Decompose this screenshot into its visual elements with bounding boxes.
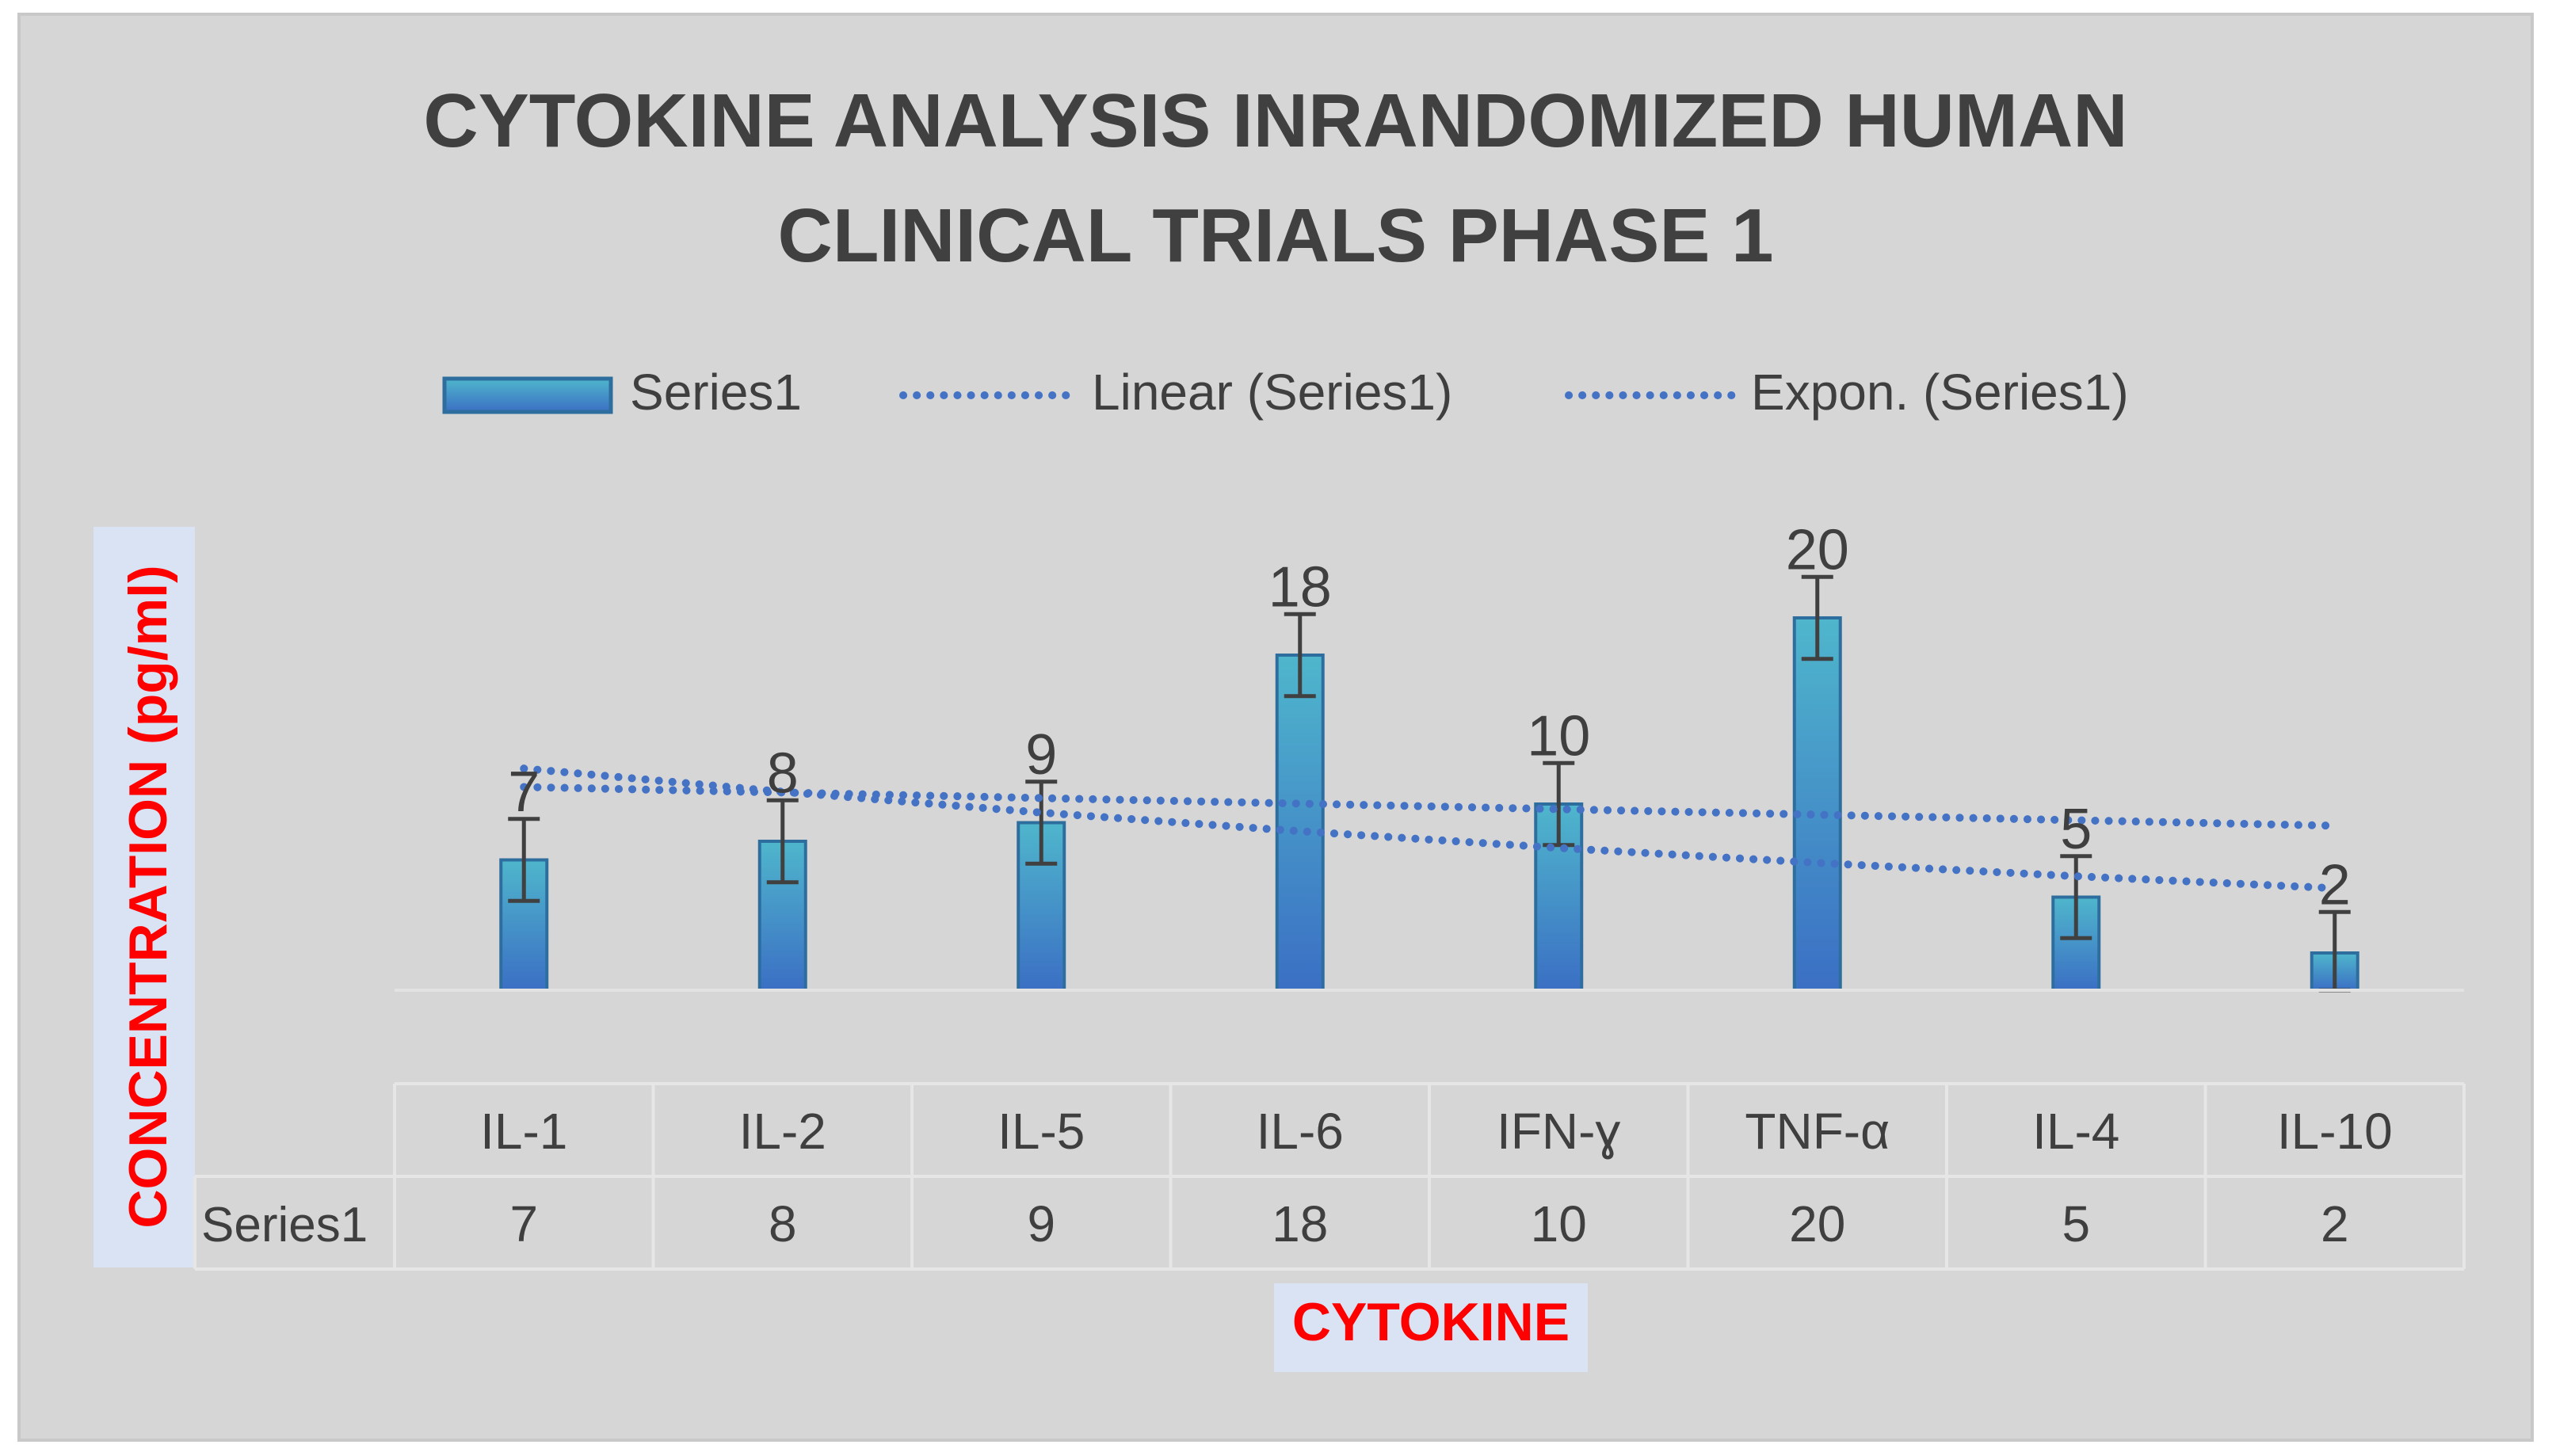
table-cell: 8	[769, 1195, 797, 1252]
data-label: 5	[2060, 798, 2092, 861]
x-axis-title: CYTOKINE	[1274, 1283, 1588, 1372]
table-cell: 10	[1531, 1195, 1587, 1252]
bar	[1275, 654, 1325, 992]
table-cell: 7	[509, 1195, 538, 1252]
table-header-cell: IL-1	[480, 1103, 567, 1160]
legend-label-linear: Linear (Series1)	[1092, 364, 1452, 421]
data-label: 20	[1786, 518, 1849, 581]
trendlines	[520, 764, 2339, 893]
x-axis-title-text: CYTOKINE	[1292, 1292, 1570, 1352]
data-label: 18	[1268, 555, 1332, 619]
table-row-label: Series1	[201, 1198, 368, 1252]
table-cell: 9	[1027, 1195, 1055, 1252]
data-label: 2	[2319, 853, 2351, 917]
bar-series	[499, 616, 2359, 992]
data-label: 8	[767, 741, 799, 805]
legend: Series1 Linear (Series1) Expon. (Series1…	[442, 364, 2129, 421]
chart-title-line-1: CYTOKINE ANALYSIS INRANDOMIZED HUMAN	[423, 78, 2127, 163]
x-axis-title-bg	[1274, 1283, 1588, 1372]
data-label: 7	[508, 760, 540, 824]
legend-label-expon: Expon. (Series1)	[1751, 364, 2129, 421]
chart-title-line-2: CLINICAL TRIALS PHASE 1	[778, 193, 1774, 278]
table-cell: 2	[2321, 1195, 2349, 1252]
table-header-cell: IL-4	[2032, 1103, 2119, 1160]
table-header-cell: IL-10	[2277, 1103, 2393, 1160]
data-labels: 7 8 9 18 10 20 5 2	[508, 518, 2351, 917]
data-label: 9	[1025, 723, 1057, 787]
data-table: IL-1 7 IL-2 8 IL-5 9 IL-6 18 IFN-ɣ 10 TNF-α 20 IL-4 5…	[193, 1082, 2466, 1271]
trendline-exponential	[520, 764, 2339, 893]
table-header-cell: IL-6	[1257, 1103, 1344, 1160]
table-header-cell: IL-2	[739, 1103, 826, 1160]
table-cell: 5	[2062, 1195, 2090, 1252]
legend-swatch-series1	[442, 376, 613, 414]
y-axis-title: CONCENTRATION (pg/ml)	[93, 527, 195, 1267]
table-header-cell: TNF-α	[1745, 1103, 1890, 1160]
y-axis-title-bg	[93, 527, 195, 1267]
table-cell: 20	[1789, 1195, 1845, 1252]
table-cell: 18	[1272, 1195, 1328, 1252]
y-axis-title-text: CONCENTRATION (pg/ml)	[118, 565, 178, 1228]
table-header-cell: IL-5	[998, 1103, 1085, 1160]
table-header-cell: IFN-ɣ	[1497, 1103, 1620, 1160]
trendline-linear	[520, 783, 2339, 830]
bar	[1792, 616, 1842, 992]
legend-label-series1: Series1	[630, 364, 802, 421]
data-label: 10	[1527, 704, 1590, 768]
